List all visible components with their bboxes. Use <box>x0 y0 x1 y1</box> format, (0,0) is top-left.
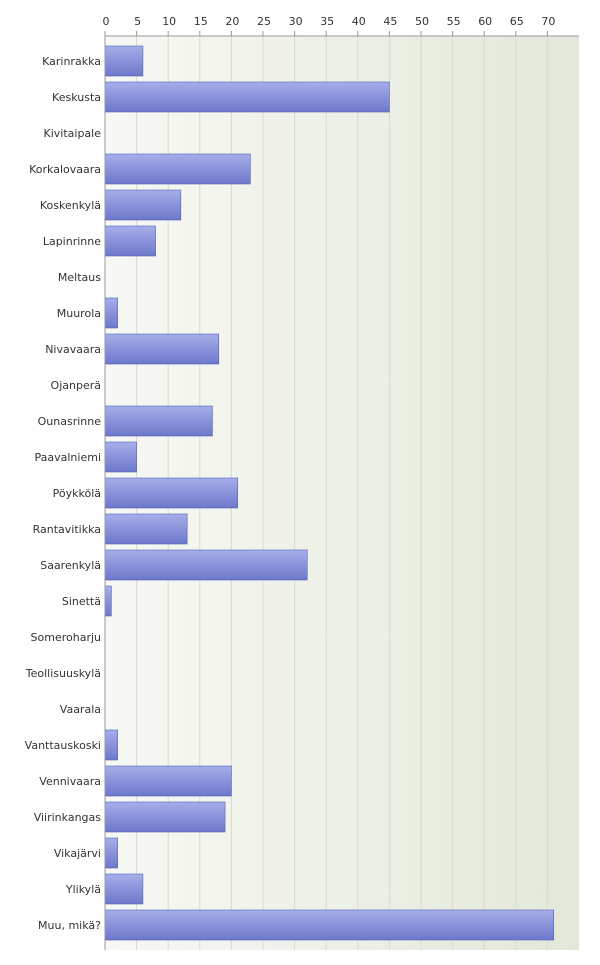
x-tick-label: 40 <box>352 15 366 28</box>
bar <box>104 225 156 257</box>
category-label: Vikajärvi <box>54 847 101 860</box>
category-label: Ounasrinne <box>38 415 102 428</box>
category-label: Lapinrinne <box>43 235 101 248</box>
x-tick-label: 25 <box>257 15 271 28</box>
axes <box>104 35 579 950</box>
x-tick-labels: 0 5 10 15 20 25 30 35 40 45 50 55 60 65 70 <box>103 15 555 36</box>
x-tick-label: 30 <box>289 15 303 28</box>
bars <box>104 45 555 941</box>
category-label: Viirinkangas <box>34 811 102 824</box>
bar <box>104 153 251 185</box>
x-tick-label: 60 <box>478 15 492 28</box>
bar <box>104 81 390 113</box>
category-label: Sinettä <box>62 595 101 608</box>
category-label: Ojanperä <box>51 379 101 392</box>
x-tick-label: 50 <box>415 15 429 28</box>
category-label: Korkalovaara <box>29 163 101 176</box>
bar <box>104 873 144 905</box>
x-tick-label: 55 <box>447 15 461 28</box>
x-tick-label: 10 <box>162 15 176 28</box>
bar <box>104 549 308 581</box>
bar <box>104 801 226 833</box>
bar <box>104 909 555 941</box>
bar <box>104 189 182 221</box>
category-label: Paavalniemi <box>35 451 102 464</box>
category-label: Meltaus <box>58 271 101 284</box>
bar <box>104 765 232 797</box>
x-tick-label: 0 <box>103 15 110 28</box>
x-tick-label: 20 <box>225 15 239 28</box>
bar <box>104 297 118 329</box>
category-label: Rantavitikka <box>33 523 101 536</box>
bar <box>104 441 137 473</box>
x-tick-label: 15 <box>194 15 208 28</box>
x-tick-label: 65 <box>510 15 524 28</box>
category-label: Saarenkylä <box>40 559 101 572</box>
category-labels: Karinrakka Keskusta Kivitaipale Korkalovaar… <box>25 55 102 932</box>
bar <box>104 45 144 77</box>
bar <box>104 729 118 761</box>
bar <box>104 477 239 509</box>
bar <box>104 405 213 437</box>
category-label: Muu, mikä? <box>38 919 101 932</box>
category-label: Nivavaara <box>45 343 101 356</box>
x-tick-label: 5 <box>134 15 141 28</box>
category-label: Karinrakka <box>42 55 101 68</box>
x-tick-label: 35 <box>320 15 334 28</box>
category-label: Koskenkylä <box>40 199 101 212</box>
bar <box>104 513 188 545</box>
category-label: Kivitaipale <box>44 127 102 140</box>
x-tick-label: 70 <box>541 15 555 28</box>
bar <box>104 585 112 617</box>
category-label: Vennivaara <box>39 775 101 788</box>
category-label: Muurola <box>57 307 101 320</box>
category-label: Teollisuuskylä <box>25 667 101 680</box>
category-label: Vaarala <box>60 703 101 716</box>
x-tick-label: 45 <box>383 15 397 28</box>
category-label: Someroharju <box>31 631 101 644</box>
category-label: Vanttauskoski <box>25 739 101 752</box>
category-label: Keskusta <box>52 91 101 104</box>
category-label: Pöykkölä <box>53 487 101 500</box>
bar <box>104 837 118 869</box>
category-label: Ylikylä <box>65 883 101 896</box>
bar <box>104 333 220 365</box>
